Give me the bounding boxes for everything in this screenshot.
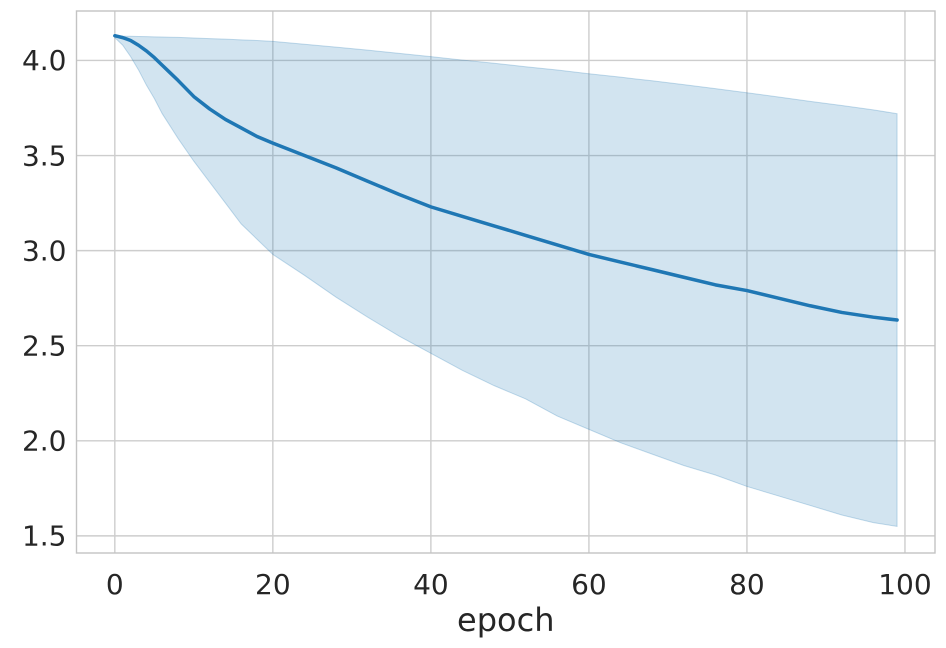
mean-loss-line — [113, 33, 899, 322]
y-tick-label: 2.5 — [22, 330, 67, 363]
x-tick-label: 80 — [729, 568, 765, 601]
mean-line — [113, 33, 899, 322]
y-tick-label: 3.5 — [22, 139, 67, 172]
x-tick-label: 100 — [878, 568, 931, 601]
x-axis-label: epoch — [457, 601, 554, 639]
axes-border — [75, 10, 936, 554]
x-tick-label: 0 — [106, 568, 124, 601]
x-tick-label: 60 — [571, 568, 607, 601]
x-tick-labels: 0 20 40 60 80 100 — [106, 568, 932, 601]
x-tick-label: 40 — [413, 568, 449, 601]
x-tick-label: 20 — [255, 568, 291, 601]
gridlines — [76, 11, 935, 553]
y-tick-label: 4.0 — [22, 44, 67, 77]
y-tick-label: 1.5 — [22, 520, 67, 553]
y-tick-label: 3.0 — [22, 234, 67, 267]
y-tick-label: 2.0 — [22, 425, 67, 458]
confidence-band-area — [114, 35, 898, 527]
y-tick-labels: 1.5 2.0 2.5 3.0 3.5 4.0 — [22, 44, 67, 552]
confidence-band — [114, 35, 898, 527]
